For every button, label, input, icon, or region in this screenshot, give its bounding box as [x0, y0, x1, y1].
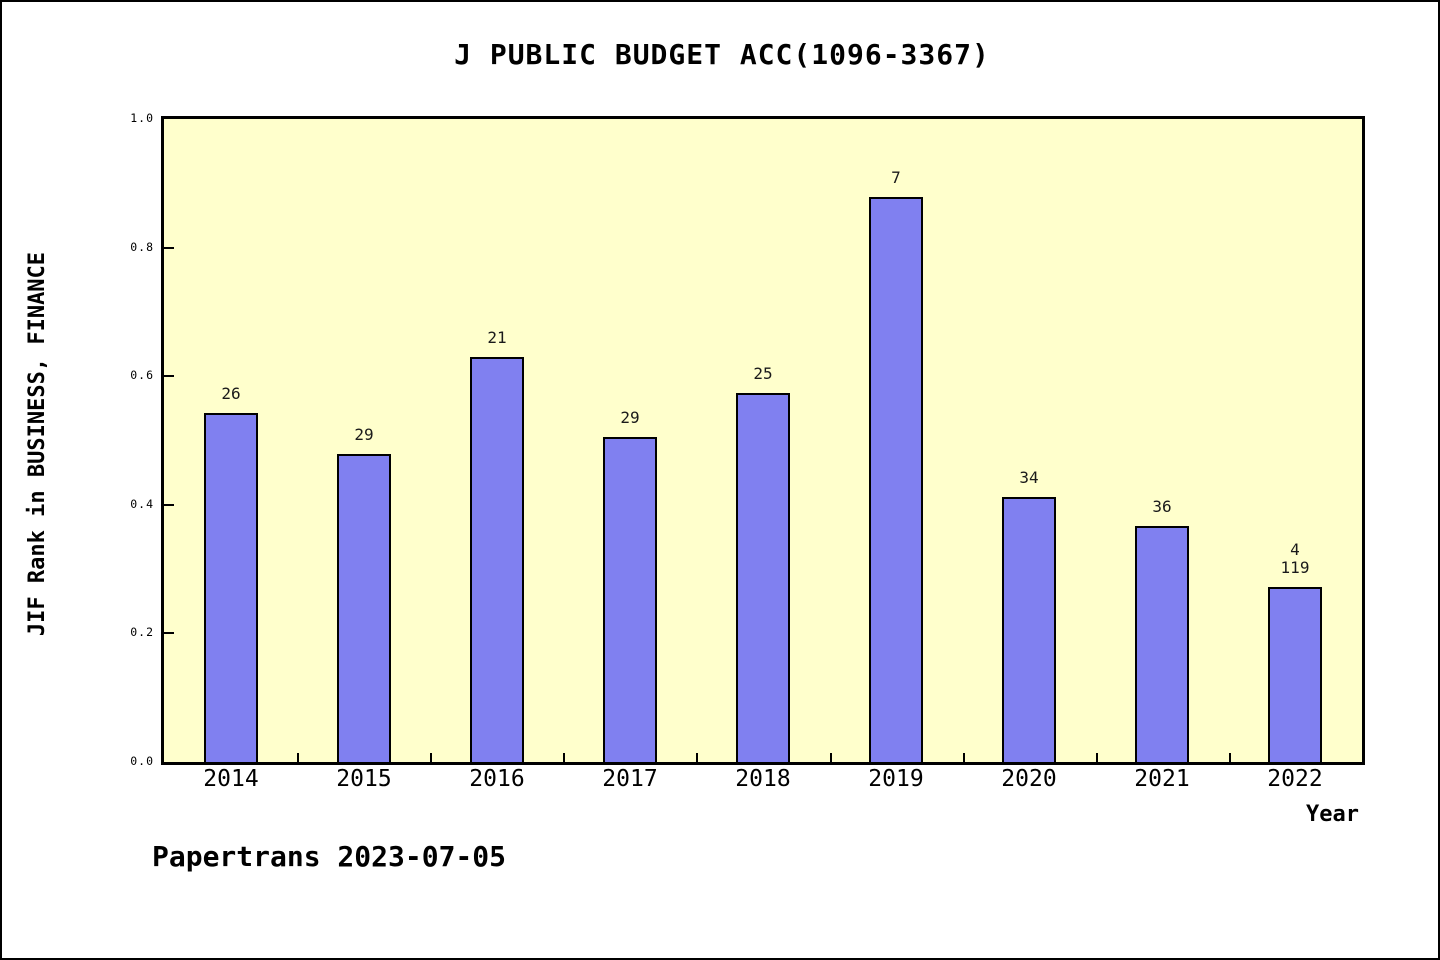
bar-2018 [736, 393, 790, 762]
bar-2020 [1002, 497, 1056, 762]
y-tick-label-0.0: 0.0 [130, 754, 154, 768]
bar-value-label-2022: 4 119 [1280, 540, 1310, 577]
x-axis-tick [1096, 753, 1098, 762]
bar-value-label-2018: 25 [753, 364, 773, 383]
plot-area: 26 29 21 29 25 7 34 36 4 119 [161, 116, 1365, 765]
footer-watermark: Papertrans 2023-07-05 [152, 840, 507, 873]
bar-value-label-2021: 36 [1152, 497, 1172, 516]
y-tick-label-0.2: 0.2 [130, 625, 154, 639]
x-axis-tick [1229, 753, 1231, 762]
x-axis-tick [830, 753, 832, 762]
bar-2021 [1135, 526, 1189, 762]
bar-value-label-2014: 26 [221, 384, 241, 403]
y-tick-label-0.4: 0.4 [130, 497, 154, 511]
x-tick-label-2022: 2022 [1267, 766, 1323, 792]
y-tick-label-0.6: 0.6 [130, 368, 154, 382]
bar-2019 [869, 197, 923, 762]
bar-2022 [1268, 587, 1322, 762]
y-tick-label-1.0: 1.0 [130, 111, 154, 125]
y-tick-label-0.8: 0.8 [130, 240, 154, 254]
x-axis-tick [963, 753, 965, 762]
x-axis-tick [696, 753, 698, 762]
x-tick-label-2020: 2020 [1001, 766, 1057, 792]
bar-value-label-2019: 7 [891, 168, 901, 187]
bar-2016 [470, 357, 524, 762]
x-tick-label-2016: 2016 [469, 766, 525, 792]
x-tick-label-2018: 2018 [735, 766, 791, 792]
x-axis-tick [430, 753, 432, 762]
bar-value-label-2016: 21 [487, 328, 507, 347]
y-axis-tick [164, 632, 174, 634]
y-axis-tick [164, 247, 174, 249]
bar-2015 [337, 454, 391, 762]
bar-value-label-2015: 29 [354, 425, 374, 444]
bar-2014 [204, 413, 258, 762]
x-tick-label-2014: 2014 [203, 766, 259, 792]
x-axis-tick [297, 753, 299, 762]
y-axis-tick [164, 375, 174, 377]
x-tick-label-2021: 2021 [1134, 766, 1190, 792]
chart-title: J PUBLIC BUDGET ACC(1096-3367) [454, 38, 990, 71]
x-tick-label-2019: 2019 [868, 766, 924, 792]
bar-value-label-2017: 29 [620, 408, 640, 427]
y-axis-tick [164, 504, 174, 506]
bar-value-label-2020: 34 [1019, 468, 1039, 487]
x-tick-label-2017: 2017 [602, 766, 658, 792]
x-axis-title: Year [1306, 802, 1359, 827]
x-axis-tick [563, 753, 565, 762]
x-tick-label-2015: 2015 [336, 766, 392, 792]
bar-2017 [603, 437, 657, 762]
